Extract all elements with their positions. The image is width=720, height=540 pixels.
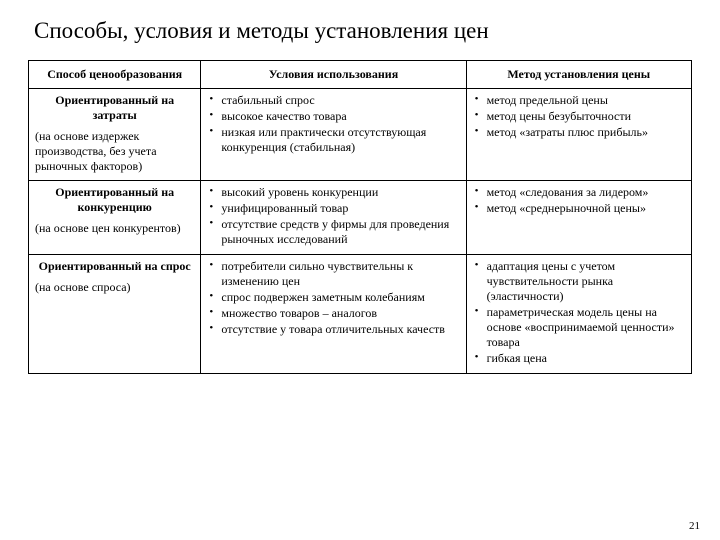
- approach-title: Ориентированный на конкуренцию: [35, 185, 194, 215]
- conditions-list: потребители сильно чувствительны к измен…: [207, 259, 459, 337]
- cell-conditions: стабильный спросвысокое качество товаран…: [201, 89, 466, 181]
- list-item: метод «затраты плюс прибыль»: [487, 125, 685, 140]
- list-item: метод «следования за лидером»: [487, 185, 685, 200]
- page-number: 21: [689, 520, 700, 532]
- header-conditions: Условия использования: [201, 61, 466, 89]
- list-item: стабильный спрос: [221, 93, 459, 108]
- cell-approach: Ориентированный на спрос (на основе спро…: [29, 255, 201, 374]
- list-item: высокий уровень конкуренции: [221, 185, 459, 200]
- table-row: Ориентированный на конкуренцию (на основ…: [29, 181, 692, 255]
- list-item: спрос подвержен заметным колебаниям: [221, 290, 459, 305]
- list-item: гибкая цена: [487, 351, 685, 366]
- cell-methods: метод «следования за лидером»метод «сред…: [466, 181, 691, 255]
- approach-title: Ориентированный на затраты: [35, 93, 194, 123]
- cell-conditions: высокий уровень конкуренцииунифицированн…: [201, 181, 466, 255]
- list-item: высокое качество товара: [221, 109, 459, 124]
- list-item: отсутствие средств у фирмы для проведени…: [221, 217, 459, 247]
- table-row: Ориентированный на спрос (на основе спро…: [29, 255, 692, 374]
- list-item: метод цены безубыточности: [487, 109, 685, 124]
- list-item: низкая или практически отсутствующая кон…: [221, 125, 459, 155]
- approach-subtitle: (на основе цен конкурентов): [35, 221, 194, 236]
- conditions-list: высокий уровень конкуренцииунифицированн…: [207, 185, 459, 247]
- approach-subtitle: (на основе издержек производства, без уч…: [35, 129, 194, 174]
- table-header-row: Способ ценообразования Условия использов…: [29, 61, 692, 89]
- table-row: Ориентированный на затраты (на основе из…: [29, 89, 692, 181]
- slide-title: Способы, условия и методы установления ц…: [28, 18, 692, 44]
- approach-title: Ориентированный на спрос: [35, 259, 194, 274]
- cell-approach: Ориентированный на конкуренцию (на основ…: [29, 181, 201, 255]
- list-item: параметрическая модель цены на основе «в…: [487, 305, 685, 350]
- header-pricing-method: Метод установления цены: [466, 61, 691, 89]
- list-item: метод предельной цены: [487, 93, 685, 108]
- list-item: отсутствие у товара отличительных качест…: [221, 322, 459, 337]
- pricing-table: Способ ценообразования Условия использов…: [28, 60, 692, 374]
- list-item: множество товаров – аналогов: [221, 306, 459, 321]
- cell-conditions: потребители сильно чувствительны к измен…: [201, 255, 466, 374]
- cell-methods: адаптация цены с учетом чувствительности…: [466, 255, 691, 374]
- conditions-list: стабильный спросвысокое качество товаран…: [207, 93, 459, 155]
- list-item: потребители сильно чувствительны к измен…: [221, 259, 459, 289]
- methods-list: метод «следования за лидером»метод «сред…: [473, 185, 685, 216]
- cell-approach: Ориентированный на затраты (на основе из…: [29, 89, 201, 181]
- list-item: метод «среднерыночной цены»: [487, 201, 685, 216]
- cell-methods: метод предельной ценыметод цены безубыто…: [466, 89, 691, 181]
- methods-list: метод предельной ценыметод цены безубыто…: [473, 93, 685, 140]
- list-item: адаптация цены с учетом чувствительности…: [487, 259, 685, 304]
- methods-list: адаптация цены с учетом чувствительности…: [473, 259, 685, 366]
- approach-subtitle: (на основе спроса): [35, 280, 194, 295]
- header-method: Способ ценообразования: [29, 61, 201, 89]
- list-item: унифицированный товар: [221, 201, 459, 216]
